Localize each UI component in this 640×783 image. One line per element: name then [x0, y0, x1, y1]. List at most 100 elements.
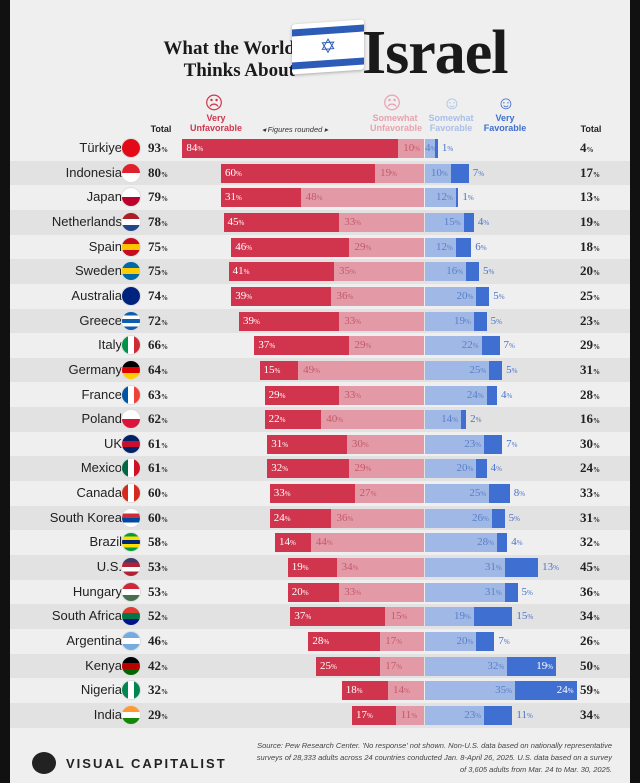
- bar-somewhat-unfavorable: 49%: [298, 360, 424, 380]
- very-favorable-label: 5%: [482, 265, 495, 278]
- total-favorable-value: 32%: [580, 534, 600, 550]
- total-favorable-value: 36%: [580, 583, 600, 599]
- bar-somewhat-favorable: 25%: [425, 360, 490, 380]
- bar-somewhat-favorable: 10%: [425, 163, 451, 183]
- bar-somewhat-favorable: 24%: [425, 385, 487, 405]
- bar-very-unfavorable: 39%: [231, 286, 332, 306]
- bar-somewhat-unfavorable: 10%: [398, 139, 424, 158]
- country-name: Australia: [71, 287, 122, 303]
- flag-icon-sweden: [122, 262, 140, 281]
- bar-somewhat-favorable: 15%: [425, 212, 464, 232]
- bar-very-unfavorable: 22%: [264, 410, 322, 430]
- flag-icon-italy: [122, 336, 140, 355]
- very-favorable-label: 6%: [475, 240, 487, 253]
- bar-very-unfavorable: 15%: [259, 360, 299, 380]
- bar-very-favorable: [476, 632, 495, 651]
- very-favorable-label: 13%: [542, 561, 559, 574]
- total-favorable-value: 19%: [580, 213, 600, 229]
- total-favorable-value: 59%: [580, 682, 600, 698]
- total-unfavorable-value: 75%: [148, 238, 168, 254]
- title-line-2: Thinks About: [183, 60, 295, 81]
- flag-icon-argentina: [122, 632, 140, 650]
- very-favorable-label: 4%: [490, 462, 503, 475]
- flag-icon-south-africa: [122, 607, 140, 626]
- total-unfavorable-value: 61%: [148, 460, 168, 476]
- country-name: Spain: [88, 238, 122, 254]
- flag-icon-south-korea: [122, 508, 140, 527]
- country-name: India: [93, 706, 122, 722]
- header-total-favorable: Total: [580, 124, 602, 134]
- chart-row: France 63% 28% 33% 29% 24% 4%: [10, 383, 630, 408]
- total-unfavorable-value: 53%: [148, 583, 168, 599]
- chart-row: Mexico 61% 24% 29% 32% 20% 4%: [10, 456, 630, 482]
- chart-row: Spain 75% 18% 29% 46% 12% 6%: [10, 235, 630, 260]
- bar-very-favorable: [450, 163, 469, 183]
- total-favorable-value: 31%: [580, 361, 600, 377]
- bar-somewhat-favorable: 12%: [425, 188, 456, 208]
- country-name: South Africa: [51, 608, 122, 624]
- bar-somewhat-unfavorable: 48%: [300, 188, 424, 208]
- bar-very-unfavorable: 29%: [264, 385, 340, 405]
- bar-somewhat-unfavorable: 33%: [339, 385, 424, 405]
- bar-very-unfavorable: 46%: [231, 237, 350, 257]
- bar-somewhat-unfavorable: 35%: [334, 262, 424, 282]
- total-favorable-value: 17%: [580, 164, 600, 180]
- bar-somewhat-unfavorable: 17%: [380, 632, 424, 651]
- total-favorable-value: 20%: [580, 263, 600, 279]
- chart-row: Argentina 46% 26% 17% 28% 20% 7%: [10, 629, 630, 654]
- country-name: Germany: [68, 361, 122, 377]
- header-very-favorable: Very Favorable: [483, 113, 527, 133]
- chart-row: South Africa 52% 34% 15% 37% 19% 15%: [10, 604, 630, 629]
- very-favorable-label: 7%: [472, 166, 485, 179]
- bar-somewhat-favorable: 25%: [425, 484, 490, 504]
- bar-somewhat-favorable: 23%: [425, 434, 485, 454]
- bar-somewhat-unfavorable: 15%: [385, 607, 424, 627]
- bar-very-favorable: [476, 286, 490, 306]
- very-favorable-label: 7%: [498, 635, 510, 647]
- country-name: Indonesia: [65, 164, 122, 180]
- very-favorable-label: 7%: [506, 437, 518, 450]
- flag-icon-germany: [122, 360, 140, 379]
- bar-somewhat-unfavorable: 36%: [331, 286, 424, 306]
- very-favorable-label: 7%: [503, 339, 515, 352]
- very-favorable-label: 11%: [516, 708, 533, 721]
- very-favorable-label: 4%: [500, 388, 513, 401]
- very-favorable-label: 5%: [521, 585, 533, 598]
- flag-icon-india: [122, 705, 140, 724]
- country-name: Netherlands: [51, 213, 122, 229]
- bar-somewhat-unfavorable: 14%: [388, 681, 424, 701]
- bar-very-favorable: [466, 262, 479, 282]
- bar-very-unfavorable: 31%: [220, 188, 301, 208]
- country-name: Canada: [76, 485, 122, 501]
- flag-icon-indonesia: [122, 163, 140, 182]
- total-favorable-value: 24%: [580, 460, 600, 476]
- bar-very-unfavorable: 60%: [220, 163, 376, 183]
- flag-icon-u-s-: [122, 558, 140, 577]
- bar-somewhat-unfavorable: 33%: [339, 582, 424, 602]
- header-somewhat-favorable: Somewhat Favorable: [428, 113, 474, 133]
- bar-very-favorable: [504, 558, 539, 578]
- very-favorable-label: 5%: [493, 289, 505, 302]
- chart-row: Canada 60% 33% 27% 33% 25% 8%: [10, 481, 630, 506]
- flag-icon-brazil: [122, 533, 140, 552]
- bar-somewhat-favorable: 32%: [425, 656, 508, 676]
- flag-icon-spain: [122, 237, 140, 256]
- total-unfavorable-value: 74%: [148, 287, 168, 303]
- header-very-unfavorable: Very Unfavorable: [189, 113, 242, 133]
- flag-icon-poland: [122, 410, 140, 429]
- bar-very-favorable: [491, 508, 505, 528]
- bar-very-unfavorable: 37%: [290, 607, 386, 627]
- total-favorable-value: 45%: [580, 559, 600, 575]
- bar-somewhat-favorable: 20%: [425, 632, 477, 651]
- bar-somewhat-unfavorable: 11%: [395, 705, 424, 725]
- chart-row: India 29% 34% 11% 17% 23% 11%: [10, 702, 630, 728]
- bar-somewhat-unfavorable: 29%: [349, 237, 424, 257]
- somewhat-favorable-face-icon: ☺: [442, 93, 462, 113]
- bar-somewhat-unfavorable: 44%: [310, 533, 424, 553]
- flag-icon-france: [122, 385, 140, 404]
- bar-very-favorable: 19%: [507, 656, 557, 676]
- chart-row: Netherlands 78% 19% 33% 45% 15% 4%: [10, 209, 630, 235]
- country-name: Argentina: [66, 633, 122, 648]
- chart-row: Greece 72% 23% 33% 39% 19% 5%: [10, 308, 630, 334]
- chart-row: Poland 62% 16% 40% 22% 14% 2%: [10, 407, 630, 432]
